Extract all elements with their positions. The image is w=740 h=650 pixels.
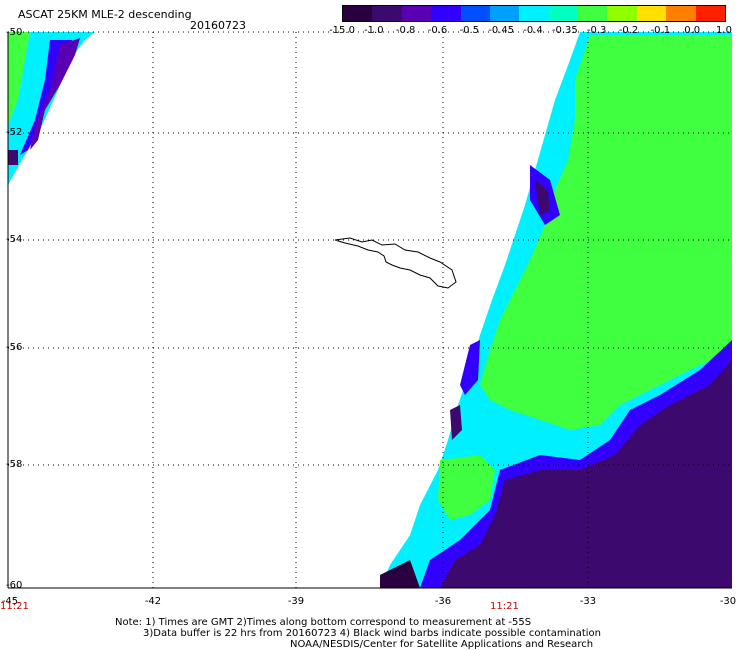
lon-label: -45 [1,596,19,607]
lon-label: -39 [287,596,305,607]
map-frame [7,32,732,589]
colorbar-tick-label: -0.3 [586,25,607,36]
colorbar-segment [636,6,667,21]
colorbar-segment [460,6,491,21]
colorbar-tick-label: -0.45 [488,25,515,36]
footer-note-3: NOAA/NESDIS/Center for Satellite Applica… [290,639,594,650]
lon-label: -30 [719,596,737,607]
colorbar-tick-label: -0.35 [551,25,578,36]
lat-label: -58 [6,459,23,470]
time-label: 11:21 [0,601,29,612]
colorbar-tick-label: 1.0 [716,25,732,36]
lat-label: -60 [6,580,23,591]
colorbar-tick-label: 0.0 [684,25,701,36]
lat-label: -50 [6,27,23,38]
colorbar-segment [607,6,638,21]
lon-label: -36 [434,596,452,607]
colorbar-tick-label: -15.0 [329,25,355,36]
map-date: 20160723 [190,19,246,32]
colorbar-segment [519,6,550,21]
colorbar-tick-label: -0.6 [427,25,448,36]
colorbar-tick-label: -1.0 [364,25,384,36]
time-label: 11:21 [490,601,519,612]
lon-label: -42 [144,596,162,607]
colorbar-tick-label: -0.8 [395,25,416,36]
lat-label: -56 [6,342,23,353]
colorbar-tick-label: -0.2 [618,25,639,36]
colorbar [342,5,726,22]
map-title: ASCAT 25KM MLE-2 descending [18,8,192,21]
colorbar-tick-label: -0.5 [459,25,480,36]
colorbar-segment [401,6,432,21]
lon-label: -33 [579,596,597,607]
colorbar-segment [343,6,373,21]
swath-left-fragment [8,32,95,185]
footer-note-2: 3)Data buffer is 22 hrs from 20160723 4)… [143,628,601,639]
colorbar-segment [548,6,579,21]
lat-label: -54 [6,234,23,245]
colorbar-segment [372,6,403,21]
colorbar-segment [695,6,726,21]
colorbar-tick-label: -0.1 [650,25,671,36]
colorbar-tick-label: -0.4 [523,25,543,36]
colorbar-segment [578,6,608,21]
footer-note-1: Note: 1) Times are GMT 2)Times along bot… [115,617,532,628]
colorbar-segment [489,6,520,21]
island-outline [334,237,457,289]
swath-right-main [380,32,732,588]
colorbar-segment [431,6,462,21]
colorbar-segment [666,6,697,21]
lat-label: -52 [6,127,23,138]
